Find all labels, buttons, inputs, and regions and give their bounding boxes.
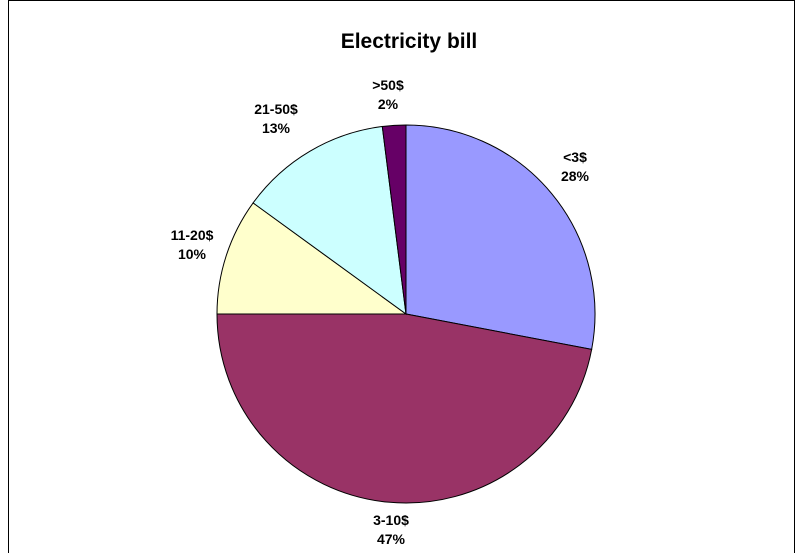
slice-label-1: 3-10$ (373, 512, 409, 528)
slice-label-2: 11-20$ (171, 227, 214, 243)
pie-slice-0 (405, 124, 596, 351)
pie-slice-3 (252, 125, 407, 316)
slice-labels: <3$ 28% 3-10$ 47% 11-20$ 10% 21-50$ 13% >50$ 2% (171, 77, 590, 547)
slice-label-0: <3$ (563, 149, 587, 165)
slice-label-3: 21-50$ (254, 101, 298, 117)
slice-percent-2: 10% (178, 246, 207, 262)
pie-slice-2 (216, 202, 408, 315)
slice-percent-4: 2% (378, 96, 399, 112)
pie-slice-1 (216, 313, 593, 504)
slice-percent-1: 47% (377, 531, 406, 547)
chart-title: Electricity bill (341, 30, 478, 53)
pie-slice-4 (381, 124, 407, 315)
slice-percent-0: 28% (561, 168, 590, 184)
slice-percent-3: 13% (262, 120, 291, 136)
slice-label-4: >50$ (372, 77, 404, 93)
pie-slices (216, 124, 596, 504)
